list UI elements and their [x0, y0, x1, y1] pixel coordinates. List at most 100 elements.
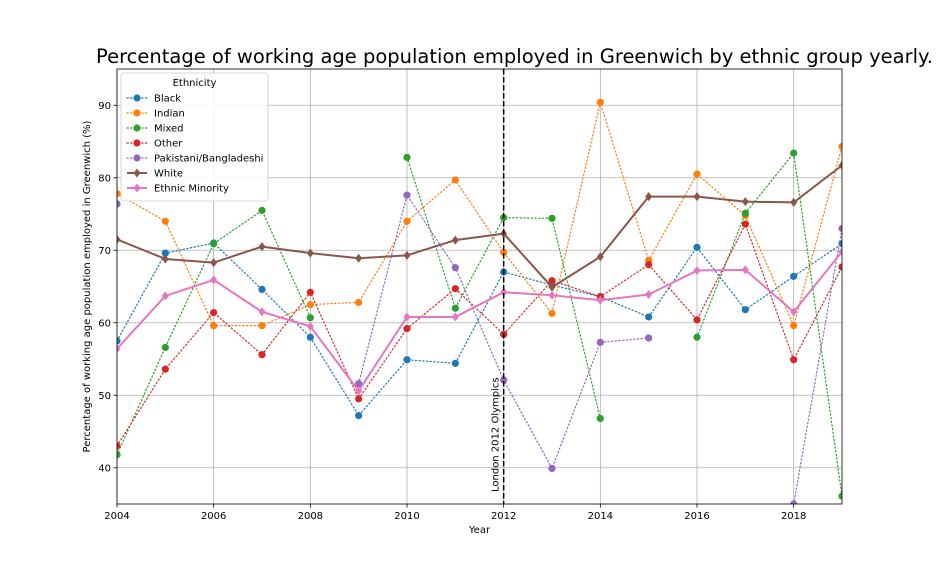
legend-label: Indian	[154, 109, 185, 120]
legend-label: Black	[154, 94, 181, 105]
data-point-black	[693, 243, 701, 251]
data-point-white	[790, 197, 798, 207]
x-tick-label: 2012	[491, 511, 516, 522]
data-point-other	[548, 277, 556, 285]
data-point-ethnic-minority	[741, 265, 749, 275]
data-point-white	[161, 254, 169, 264]
data-point-ethnic-minority	[790, 307, 798, 317]
data-point-pakistani-bangladeshi	[596, 338, 604, 346]
data-point-indian	[403, 217, 411, 225]
data-point-pakistani-bangladeshi	[645, 334, 653, 342]
data-point-ethnic-minority	[838, 247, 842, 257]
data-point-other	[306, 288, 314, 296]
series-line-indian	[117, 101, 842, 327]
data-point-other	[790, 356, 798, 364]
data-point-mixed	[117, 451, 121, 459]
series-line-mixed	[696, 152, 842, 497]
data-point-pakistani-bangladeshi	[838, 224, 842, 233]
data-point-mixed	[693, 333, 701, 341]
data-point-indian	[596, 98, 604, 106]
data-point-mixed	[596, 414, 604, 423]
data-point-pakistani-bangladeshi	[548, 464, 556, 473]
data-point-white	[548, 282, 556, 292]
y-tick-label: 60	[98, 318, 111, 329]
y-tick-label: 40	[98, 463, 111, 474]
data-point-other	[161, 365, 169, 373]
x-tick-label: 2008	[298, 511, 323, 522]
legend-item-mixed: Mixed	[126, 124, 184, 135]
data-point-other	[117, 442, 121, 450]
data-point-ethnic-minority	[161, 291, 169, 301]
data-point-ethnic-minority	[355, 386, 363, 396]
legend-box	[120, 72, 269, 202]
y-tick-label: 90	[98, 101, 111, 112]
data-point-white	[306, 248, 314, 258]
x-tick-label: 2018	[781, 511, 806, 522]
data-point-ethnic-minority	[306, 321, 314, 331]
data-point-white	[741, 197, 749, 207]
data-point-other	[403, 324, 411, 333]
data-point-mixed	[741, 209, 749, 217]
legend-item-ethnic-minority: Ethnic Minority	[127, 183, 229, 195]
legend-label: Mixed	[154, 124, 184, 135]
x-tick-label: 2016	[684, 511, 709, 522]
y-tick-label: 50	[98, 391, 111, 402]
data-point-black	[645, 313, 653, 321]
data-point-white	[596, 252, 604, 262]
x-tick-label: 2004	[104, 511, 129, 522]
legend-label: Other	[154, 139, 183, 150]
data-point-ethnic-minority	[500, 287, 508, 297]
y-axis-label: Percentage of working age population emp…	[82, 120, 93, 452]
data-point-indian	[355, 298, 363, 307]
series-line-other	[117, 223, 842, 447]
data-point-mixed	[838, 492, 842, 500]
data-point-ethnic-minority	[645, 289, 653, 299]
legend-title: Ethnicity	[173, 78, 217, 89]
data-point-indian	[210, 322, 218, 330]
legend-label: Pakistani/Bangladeshi	[154, 154, 263, 165]
data-point-white	[645, 192, 653, 202]
y-tick-label: 70	[98, 246, 111, 257]
data-point-mixed	[258, 206, 266, 214]
legend-item-indian: Indian	[126, 109, 185, 120]
series-mixed	[117, 149, 842, 500]
data-point-ethnic-minority	[117, 344, 121, 354]
data-point-white	[117, 234, 121, 244]
data-point-indian	[500, 248, 508, 257]
series-pakistani-bangladeshi	[117, 191, 842, 504]
legend-marker	[133, 168, 141, 178]
data-point-black	[117, 337, 121, 345]
data-point-white	[693, 192, 701, 202]
legend-marker	[133, 154, 141, 162]
data-point-black	[161, 249, 169, 257]
data-point-white	[258, 242, 266, 252]
series-white	[117, 160, 842, 292]
data-point-white	[355, 253, 363, 263]
data-point-mixed	[790, 149, 798, 157]
data-point-ethnic-minority	[210, 275, 218, 285]
legend-item-pakistani-bangladeshi: Pakistani/Bangladeshi	[126, 154, 263, 165]
x-tick-label: 2006	[201, 511, 226, 522]
data-point-mixed	[210, 240, 218, 248]
data-point-indian	[693, 170, 701, 178]
series-line-mixed	[117, 209, 311, 456]
x-tick-label: 2010	[394, 511, 419, 522]
series-black	[117, 239, 842, 420]
legend-label: White	[154, 169, 183, 180]
data-point-pakistani-bangladeshi	[790, 500, 798, 504]
data-point-white	[403, 250, 411, 260]
legend-item-white: White	[127, 168, 183, 180]
data-point-indian	[451, 176, 459, 184]
x-tick-label: 2014	[588, 511, 613, 522]
data-point-other	[210, 309, 218, 317]
data-point-mixed	[451, 304, 459, 312]
x-axis-label: Year	[468, 525, 491, 536]
data-point-pakistani-bangladeshi	[451, 264, 459, 272]
data-point-black	[790, 272, 798, 280]
data-point-pakistani-bangladeshi	[403, 191, 411, 199]
data-point-white	[451, 235, 459, 245]
data-point-mixed	[161, 343, 169, 351]
legend-marker	[133, 183, 141, 193]
series-line-pakistani-bangladeshi	[793, 227, 842, 504]
